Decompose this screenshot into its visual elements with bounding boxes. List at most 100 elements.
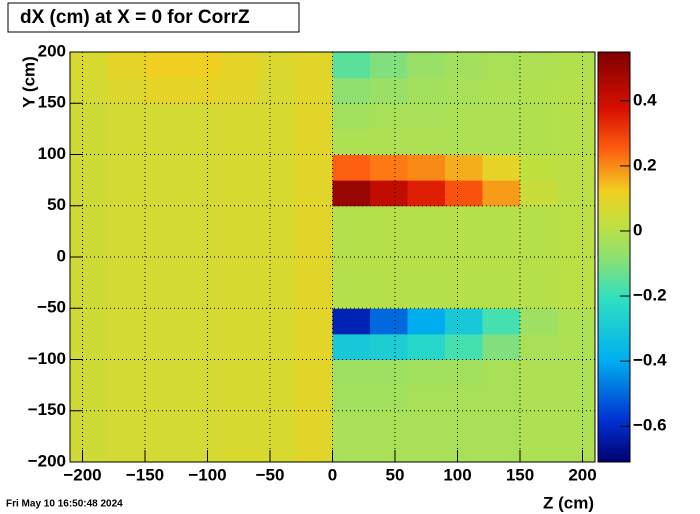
heat-cell <box>220 103 258 130</box>
heat-cell <box>145 410 183 437</box>
heat-cell <box>370 77 408 104</box>
x-tick-label: −200 <box>63 465 101 484</box>
heat-cell <box>145 385 183 412</box>
y-axis-label: Y (cm) <box>19 56 38 108</box>
heat-cell <box>70 282 108 309</box>
heat-cell <box>145 128 183 155</box>
heat-cell <box>182 103 221 130</box>
title-box <box>7 2 300 33</box>
heat-cell <box>332 359 371 386</box>
heat-cell <box>182 282 221 309</box>
heat-cell <box>370 385 408 412</box>
heat-cell <box>407 359 446 386</box>
heat-cell <box>107 282 146 309</box>
heat-cell <box>445 205 483 232</box>
heat-cell <box>445 231 483 258</box>
heat-cell <box>145 103 183 130</box>
heat-cell <box>332 231 371 258</box>
heat-cell <box>220 436 258 463</box>
heat-cell <box>145 333 183 360</box>
heat-cell <box>445 180 483 207</box>
y-tick-label: 100 <box>38 144 66 163</box>
heat-cell <box>557 410 596 437</box>
heat-cell <box>182 128 221 155</box>
heat-cell <box>407 128 446 155</box>
heat-cell <box>220 77 258 104</box>
z-tick-label: −0.4 <box>633 351 667 370</box>
heat-cell <box>482 77 521 104</box>
heat-cell <box>145 257 183 284</box>
heat-cell <box>145 231 183 258</box>
heat-cell <box>482 385 521 412</box>
heat-cell <box>70 180 108 207</box>
heat-cell <box>370 282 408 309</box>
heat-cell <box>370 154 408 181</box>
heat-cell <box>370 436 408 463</box>
heat-cell <box>295 103 333 130</box>
heat-cell <box>520 308 558 335</box>
heat-cell <box>332 410 371 437</box>
heat-cell <box>70 385 108 412</box>
heat-cell <box>370 308 408 335</box>
heat-cell <box>295 385 333 412</box>
y-tick-label: 200 <box>38 41 66 60</box>
z-tick-label: 0.2 <box>633 155 657 174</box>
heat-cell <box>257 359 296 386</box>
heat-cell <box>520 180 558 207</box>
footer-date: Fri May 10 16:50:48 2024 <box>6 499 123 510</box>
heat-cell <box>332 154 371 181</box>
heat-cell <box>257 205 296 232</box>
heat-cell <box>370 103 408 130</box>
heat-cell <box>70 231 108 258</box>
z-tick-label: −0.2 <box>633 286 667 305</box>
heat-cell <box>370 180 408 207</box>
heat-cell <box>107 231 146 258</box>
heat-cell <box>332 77 371 104</box>
heat-cell <box>445 128 483 155</box>
plot-frame <box>69 51 596 463</box>
heat-cell <box>257 77 296 104</box>
y-tick-label: −50 <box>37 298 66 317</box>
heat-cell <box>257 52 296 79</box>
heat-cell <box>332 205 371 232</box>
heat-cell <box>370 333 408 360</box>
heat-cell <box>182 77 221 104</box>
heat-cell <box>295 257 333 284</box>
heat-cell <box>370 410 408 437</box>
heat-cell <box>370 205 408 232</box>
heat-cell <box>107 333 146 360</box>
heat-cell <box>445 77 483 104</box>
heat-cell <box>557 128 596 155</box>
heat-cell <box>407 154 446 181</box>
x-axis-label: Z (cm) <box>543 493 594 512</box>
x-tick-label: −100 <box>188 465 226 484</box>
heat-cell <box>445 410 483 437</box>
heat-cell <box>370 231 408 258</box>
heat-cell <box>107 128 146 155</box>
heat-cell <box>557 308 596 335</box>
heat-cell <box>445 103 483 130</box>
x-tick-label: 100 <box>443 465 471 484</box>
heat-cell <box>520 103 558 130</box>
heat-cell <box>257 180 296 207</box>
heat-cell <box>557 385 596 412</box>
heat-cell <box>445 257 483 284</box>
heat-cell <box>557 52 596 79</box>
heat-cell <box>407 52 446 79</box>
color-bar <box>597 51 631 463</box>
x-tick-label: 0 <box>328 465 337 484</box>
heat-cell <box>70 257 108 284</box>
heat-cell <box>107 205 146 232</box>
heat-cell <box>482 205 521 232</box>
heat-cell <box>257 385 296 412</box>
heat-cell <box>370 128 408 155</box>
heat-cell <box>107 103 146 130</box>
heat-cell <box>407 308 446 335</box>
heat-cell <box>370 257 408 284</box>
heat-cell <box>107 436 146 463</box>
heat-cell <box>70 333 108 360</box>
z-tick-label: 0.4 <box>633 90 657 109</box>
heat-cell <box>220 205 258 232</box>
heat-cell <box>520 359 558 386</box>
heat-cell <box>182 436 221 463</box>
